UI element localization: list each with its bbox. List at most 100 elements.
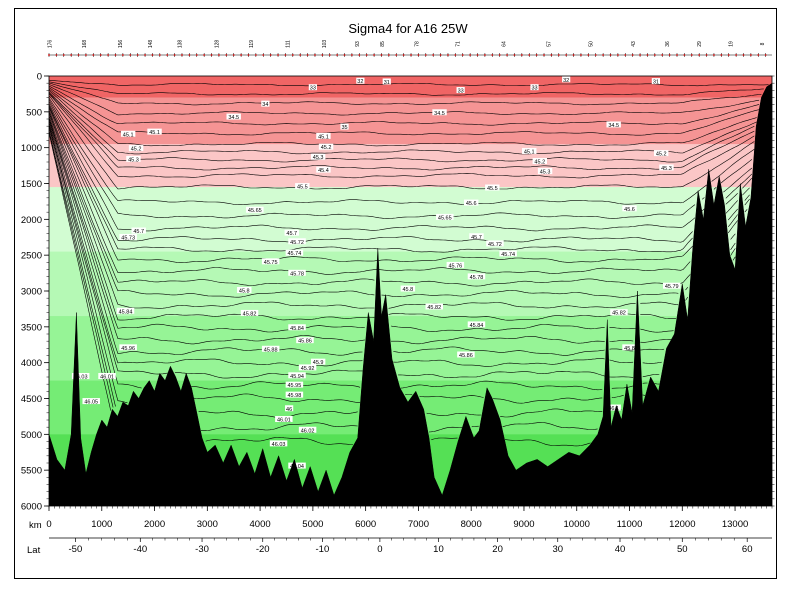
- contour-line: [49, 105, 753, 253]
- lat-axis: -50 -40 -30 -20 -10 0 10 20 30 40 50 60: [49, 537, 772, 555]
- station-dot: [188, 54, 191, 56]
- y-tick-label: 0: [37, 72, 42, 83]
- contour-label-bg: [288, 462, 306, 469]
- contour-label: 45.2: [532, 158, 547, 166]
- contour-label-bg: [457, 351, 475, 358]
- station-label: 57: [546, 41, 552, 47]
- station-dot: [528, 54, 531, 56]
- contour-label-text: 45.3: [540, 170, 551, 176]
- station-dot: [99, 54, 102, 56]
- x-tick-label: 8000: [461, 519, 482, 530]
- contour-label-bg: [425, 303, 443, 310]
- contour-label-text: 31: [653, 80, 659, 86]
- contour-label: 45.94: [288, 372, 306, 380]
- x-axis-label: km: [29, 520, 42, 531]
- contour-line: [49, 117, 736, 333]
- station-dot: [742, 54, 745, 56]
- station-dot: [62, 54, 65, 56]
- contour-line: [49, 126, 646, 404]
- contour-label: 45.65: [436, 213, 454, 221]
- station-dot: [269, 54, 272, 56]
- station-markers: 176 168 156 148 138 128 119 111 103 93 85 78 71 64 57 5…: [48, 40, 772, 57]
- station-dot: [594, 54, 597, 56]
- x-tick-label: 3000: [197, 519, 218, 530]
- contour-label-bg: [310, 153, 326, 160]
- y-tick-label: 4500: [21, 394, 42, 405]
- y-tick-label: 1000: [21, 143, 42, 154]
- contour-line: [49, 109, 750, 287]
- station-dot: [676, 54, 678, 56]
- contour-label-text: 45.86: [298, 339, 312, 345]
- lat-tick-label: -20: [256, 544, 270, 555]
- station-dot: [698, 54, 701, 56]
- station-label: 19: [728, 41, 734, 47]
- contour-label-text: 45.92: [301, 366, 315, 372]
- station-dot: [173, 54, 176, 56]
- station-dot: [395, 54, 398, 56]
- station-dot: [646, 54, 649, 56]
- contour-label-text: 46.1: [608, 406, 619, 412]
- station-label: 168: [82, 40, 88, 49]
- station-label: 128: [214, 40, 220, 49]
- contour-label-bg: [310, 358, 326, 365]
- contour-line: [49, 112, 736, 309]
- station-dot: [158, 54, 161, 56]
- station-dot: [520, 54, 523, 56]
- contour-line: [49, 79, 769, 87]
- y-tick-label: 6000: [21, 502, 42, 513]
- contour-line: [49, 131, 598, 433]
- contour-label: 35: [340, 123, 349, 131]
- contour-label: 45.2: [318, 143, 334, 151]
- contour-label-text: 33: [310, 86, 316, 92]
- contour-label-text: 45.84: [470, 323, 484, 329]
- station-dot: [232, 54, 235, 56]
- contour-label-bg: [486, 240, 504, 247]
- lat-tick-label: 50: [677, 544, 688, 555]
- contour-label-bg: [296, 337, 314, 344]
- station-dot: [203, 54, 206, 56]
- contour-label-text: 34.5: [608, 123, 619, 129]
- contour-label: 45.1: [522, 147, 537, 155]
- station-dot: [181, 54, 183, 56]
- contour-label-bg: [499, 250, 517, 257]
- lat-tick-label: 10: [433, 544, 444, 555]
- contour-line: [49, 101, 753, 232]
- color-band: [49, 97, 772, 145]
- station-dot: [484, 54, 486, 56]
- x-tick-label: 1000: [91, 519, 112, 530]
- contour-label: 45.75: [261, 258, 280, 266]
- station-dot: [55, 54, 58, 56]
- contour-line: [49, 87, 760, 136]
- contour-label-bg: [71, 373, 90, 379]
- contour-label: 45.76: [446, 261, 465, 269]
- station-dot: [358, 54, 361, 56]
- contour-label-text: 46.02: [301, 428, 315, 434]
- station-dot: [580, 54, 582, 56]
- lat-tick-label: -50: [69, 544, 83, 555]
- station-dot: [195, 54, 198, 56]
- contour-label-text: 45.7: [133, 229, 144, 235]
- contour-label-text: 45.6: [466, 201, 477, 207]
- contour-label-text: 45.1: [318, 134, 329, 140]
- contour-label: 45.78: [467, 273, 486, 281]
- contour-label-text: 45.76: [448, 263, 462, 269]
- contour-label-bg: [284, 229, 299, 236]
- station-dot: [240, 54, 242, 56]
- x-tick-label: 5000: [302, 519, 323, 530]
- contour-label: 45.2: [653, 150, 669, 158]
- contour-label-bg: [610, 309, 628, 316]
- contour-label-text: 45.72: [488, 242, 502, 248]
- contour-label: 45.73: [119, 233, 137, 241]
- contour-label-bg: [240, 309, 259, 316]
- contour-label-text: 45.72: [290, 240, 304, 246]
- station-dot: [653, 54, 656, 56]
- contour-label-bg: [622, 344, 637, 351]
- contour-line: [49, 115, 736, 321]
- contour-label-bg: [340, 123, 349, 130]
- y-tick-label: 2500: [21, 251, 42, 262]
- contour-label: 45.79: [662, 282, 681, 290]
- contour-label-text: 45.65: [248, 208, 262, 214]
- station-label: 71: [456, 41, 462, 47]
- station-dot: [587, 54, 590, 56]
- contour-label-text: 45.1: [524, 149, 535, 155]
